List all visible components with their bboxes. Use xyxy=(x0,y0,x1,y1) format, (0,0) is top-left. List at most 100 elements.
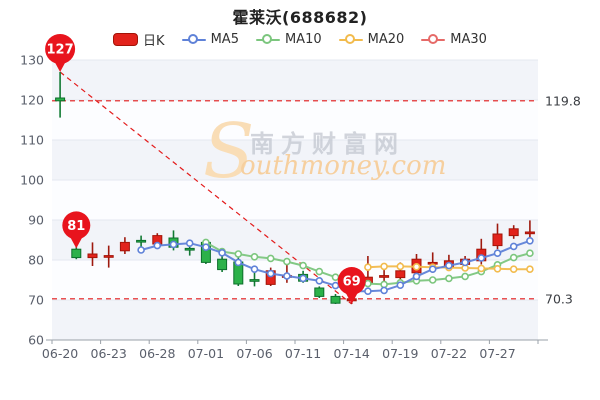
ma20-marker xyxy=(526,265,534,274)
ma20-marker xyxy=(509,265,518,274)
line-legend-icon xyxy=(338,34,363,45)
ma10-marker xyxy=(364,279,372,288)
x-tick-label: 06-28 xyxy=(139,346,175,361)
candle-body xyxy=(136,239,147,243)
ma10-marker xyxy=(315,267,324,276)
legend-item-ma30[interactable]: MA30 xyxy=(421,32,487,47)
legend-label: MA5 xyxy=(210,32,239,47)
ma5-marker xyxy=(185,239,194,247)
balloon-81: 81 xyxy=(62,211,91,249)
ma20-marker xyxy=(477,264,486,273)
x-tick-label: 07-22 xyxy=(431,346,467,361)
ma20-marker xyxy=(396,262,405,271)
ma10-line xyxy=(202,238,534,289)
x-tick-label: 06-20 xyxy=(42,346,78,361)
legend-item-ma20[interactable]: MA20 xyxy=(338,32,405,47)
balloon-127: 127 xyxy=(45,34,76,72)
ma10-marker xyxy=(445,274,453,283)
ma5-marker xyxy=(250,265,259,274)
y-tick-label: 120 xyxy=(20,93,44,108)
candle-07-12 xyxy=(314,286,325,298)
x-axis-labels: 06-20 06-23 06-28 07-01 07-06 07-11 07-14 07-19… xyxy=(42,346,516,361)
axes xyxy=(46,339,548,344)
candle-body xyxy=(492,233,503,247)
candle-body xyxy=(524,231,535,235)
balloon-label: 127 xyxy=(47,43,74,58)
ma5-marker xyxy=(153,241,162,250)
ma10-marker xyxy=(331,273,340,282)
watermark-s-glyph: S xyxy=(203,107,254,195)
y-tick-label: 80 xyxy=(28,253,44,268)
y-tick-label: 100 xyxy=(20,173,44,188)
balloon-label: 69 xyxy=(343,275,361,290)
y-tick-label: 70 xyxy=(28,293,44,308)
ma10-marker xyxy=(526,249,534,257)
ma10-marker xyxy=(461,272,469,281)
ma5-marker xyxy=(218,249,226,257)
reference-value-label: 70.3 xyxy=(545,291,573,306)
ma5-marker xyxy=(428,265,437,274)
candle-06-22 xyxy=(87,242,98,266)
legend-label: MA10 xyxy=(284,32,322,47)
ma5-marker xyxy=(380,286,388,295)
candle-07-13 xyxy=(330,294,341,304)
ma10-marker xyxy=(428,276,437,284)
ma5-marker xyxy=(234,258,243,267)
ma5-marker xyxy=(266,269,275,278)
y-tick-label: 60 xyxy=(28,333,44,348)
line-legend-icon xyxy=(181,34,206,45)
watermark-cjk-text: 南方财富网 xyxy=(250,130,405,158)
plot-background-bands xyxy=(52,60,538,340)
candle-body xyxy=(330,295,341,304)
ma5-marker xyxy=(299,274,307,283)
x-tick-label: 07-11 xyxy=(285,346,321,361)
x-tick-label: 06-23 xyxy=(91,346,127,361)
ma5-marker xyxy=(283,272,291,280)
candle-body xyxy=(87,253,98,259)
watermark-latin-text: outhmoney.com xyxy=(240,151,446,181)
ma10-marker xyxy=(234,250,243,258)
candle-body xyxy=(184,247,195,251)
candle-07-27 xyxy=(492,223,503,250)
legend-label: 日K xyxy=(143,34,165,49)
ma5-marker xyxy=(169,240,178,249)
ma5-marker xyxy=(477,254,486,262)
ma10-marker xyxy=(250,252,259,261)
y-tick-label: 110 xyxy=(20,133,44,148)
ma20-marker xyxy=(380,262,388,271)
candle-06-20 xyxy=(55,72,66,118)
ma10-marker xyxy=(266,254,275,263)
x-tick-label: 07-27 xyxy=(479,346,515,361)
y-axis-labels: 130 120 110 100 90 80 70 60 xyxy=(20,53,44,348)
reference-value-labels: 119.8 70.3 xyxy=(545,93,581,306)
gridlines xyxy=(52,59,538,301)
balloon-label: 81 xyxy=(67,219,85,234)
legend-label: MA20 xyxy=(367,32,405,47)
x-tick-label: 07-01 xyxy=(188,346,224,361)
candle-body xyxy=(55,97,66,102)
candle-body xyxy=(217,258,228,271)
legend-item-日k[interactable]: 日K xyxy=(113,30,165,49)
y-tick-label: 90 xyxy=(28,213,44,228)
ma5-marker xyxy=(526,237,534,245)
candle-body xyxy=(508,228,519,237)
ma10-marker xyxy=(380,280,388,289)
candle-body xyxy=(103,255,114,258)
ma5-marker xyxy=(509,242,518,251)
ma20-marker xyxy=(493,264,502,273)
legend-item-ma5[interactable]: MA5 xyxy=(181,32,239,47)
reference-value-label: 119.8 xyxy=(545,93,581,108)
balloon-69: 69 xyxy=(337,267,366,304)
legend-item-ma10[interactable]: MA10 xyxy=(255,32,322,47)
ma5-marker xyxy=(331,281,340,290)
candlestick-legend-icon xyxy=(113,33,139,46)
candle-body xyxy=(379,275,390,278)
chart-legend: 日K MA5 MA10 MA20 MA30 xyxy=(0,30,600,49)
x-tick-label: 07-06 xyxy=(236,346,272,361)
ma5-marker xyxy=(396,281,405,290)
candle-body xyxy=(395,270,406,279)
candle-07-28 xyxy=(508,225,519,239)
candle-body xyxy=(314,287,325,297)
